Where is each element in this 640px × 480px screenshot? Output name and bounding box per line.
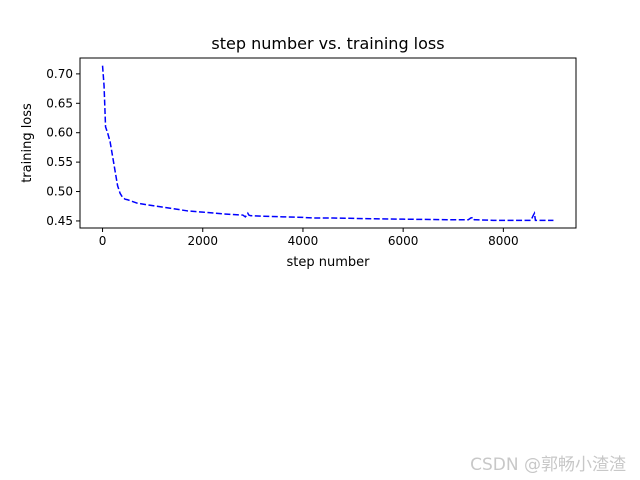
x-tick-label: 0 xyxy=(99,234,107,248)
x-tick-label: 8000 xyxy=(488,234,519,248)
y-tick-label: 0.50 xyxy=(46,185,73,199)
y-tick-label: 0.55 xyxy=(46,155,73,169)
x-axis: 0 2000 4000 6000 8000 xyxy=(99,228,519,248)
y-tick-label: 0.70 xyxy=(46,67,73,81)
x-tick-label: 2000 xyxy=(187,234,218,248)
y-axis: 0.45 0.50 0.55 0.60 0.65 0.70 xyxy=(46,67,80,228)
x-axis-label: step number xyxy=(287,255,371,270)
series-line xyxy=(101,65,554,222)
axes-frame xyxy=(79,57,577,229)
y-tick-label: 0.60 xyxy=(46,126,73,140)
watermark: CSDN @郭畅小渣渣 xyxy=(470,455,626,475)
x-tick-label: 6000 xyxy=(388,234,419,248)
y-tick-label: 0.65 xyxy=(46,96,73,110)
y-axis-label: training loss xyxy=(20,103,35,183)
x-tick-label: 4000 xyxy=(288,234,319,248)
plot-area xyxy=(101,65,554,222)
y-tick-label: 0.45 xyxy=(46,214,73,228)
chart-title: step number vs. training loss xyxy=(211,34,444,53)
